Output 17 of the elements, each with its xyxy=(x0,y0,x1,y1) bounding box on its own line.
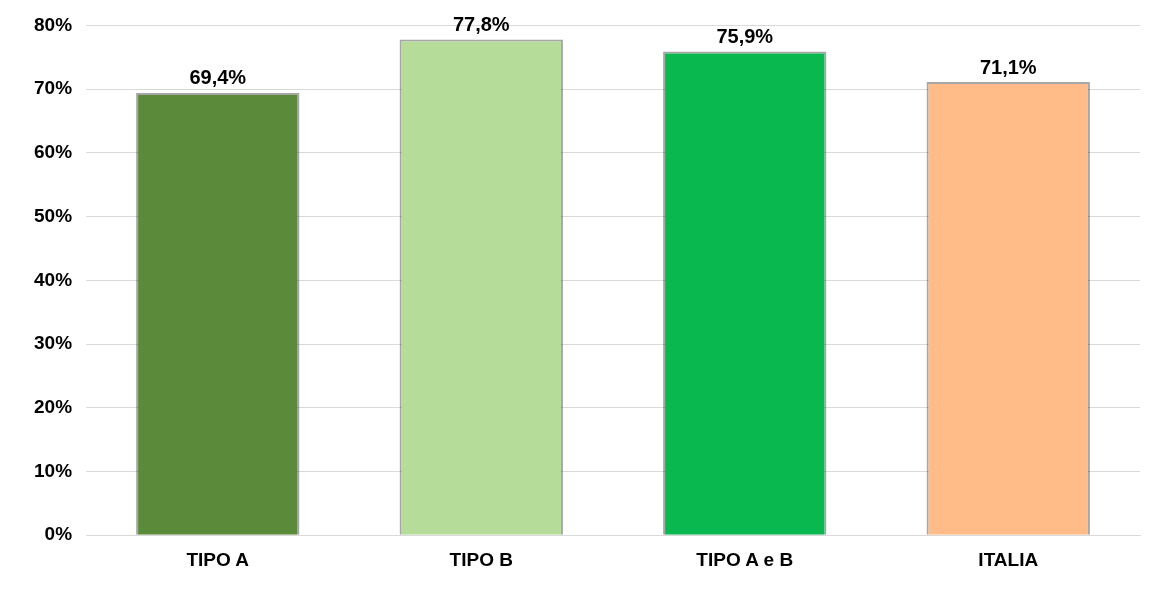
data-label: 69,4% xyxy=(189,66,247,89)
y-tick-label: 30% xyxy=(34,332,73,354)
x-tick-label: TIPO A xyxy=(186,548,250,570)
data-label: 77,8% xyxy=(452,12,510,35)
data-label: 71,1% xyxy=(979,55,1037,78)
y-tick-label: 10% xyxy=(34,459,73,481)
y-tick-label: 60% xyxy=(34,141,73,163)
data-label: 75,9% xyxy=(716,25,774,48)
x-tick-label: TIPO A e B xyxy=(696,548,794,570)
y-tick-label: 50% xyxy=(34,204,73,226)
y-tick-label: 70% xyxy=(34,77,73,99)
y-tick-label: 20% xyxy=(34,395,73,417)
x-tick-label: TIPO B xyxy=(449,548,513,570)
y-tick-label: 0% xyxy=(44,523,73,545)
x-tick-label: ITALIA xyxy=(978,548,1039,570)
y-tick-label: 40% xyxy=(34,268,73,290)
y-tick-label: 80% xyxy=(34,13,73,35)
